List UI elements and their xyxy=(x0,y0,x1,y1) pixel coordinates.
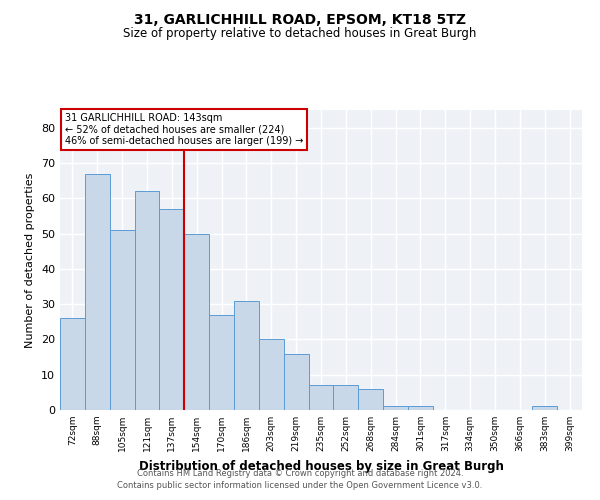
Text: 31 GARLICHHILL ROAD: 143sqm
← 52% of detached houses are smaller (224)
46% of se: 31 GARLICHHILL ROAD: 143sqm ← 52% of det… xyxy=(65,113,304,146)
Bar xyxy=(383,406,408,410)
Bar xyxy=(160,209,184,410)
Text: Size of property relative to detached houses in Great Burgh: Size of property relative to detached ho… xyxy=(124,28,476,40)
Bar xyxy=(284,354,308,410)
Bar xyxy=(308,386,334,410)
Bar xyxy=(334,386,358,410)
Text: Contains HM Land Registry data © Crown copyright and database right 2024.: Contains HM Land Registry data © Crown c… xyxy=(137,468,463,477)
Text: Contains public sector information licensed under the Open Government Licence v3: Contains public sector information licen… xyxy=(118,481,482,490)
Bar xyxy=(408,406,433,410)
Y-axis label: Number of detached properties: Number of detached properties xyxy=(25,172,35,348)
Bar xyxy=(60,318,85,410)
X-axis label: Distribution of detached houses by size in Great Burgh: Distribution of detached houses by size … xyxy=(139,460,503,472)
Bar xyxy=(110,230,134,410)
Bar xyxy=(184,234,209,410)
Text: 31, GARLICHHILL ROAD, EPSOM, KT18 5TZ: 31, GARLICHHILL ROAD, EPSOM, KT18 5TZ xyxy=(134,12,466,26)
Bar xyxy=(85,174,110,410)
Bar xyxy=(209,314,234,410)
Bar xyxy=(532,406,557,410)
Bar xyxy=(259,340,284,410)
Bar xyxy=(134,191,160,410)
Bar xyxy=(358,389,383,410)
Bar xyxy=(234,300,259,410)
